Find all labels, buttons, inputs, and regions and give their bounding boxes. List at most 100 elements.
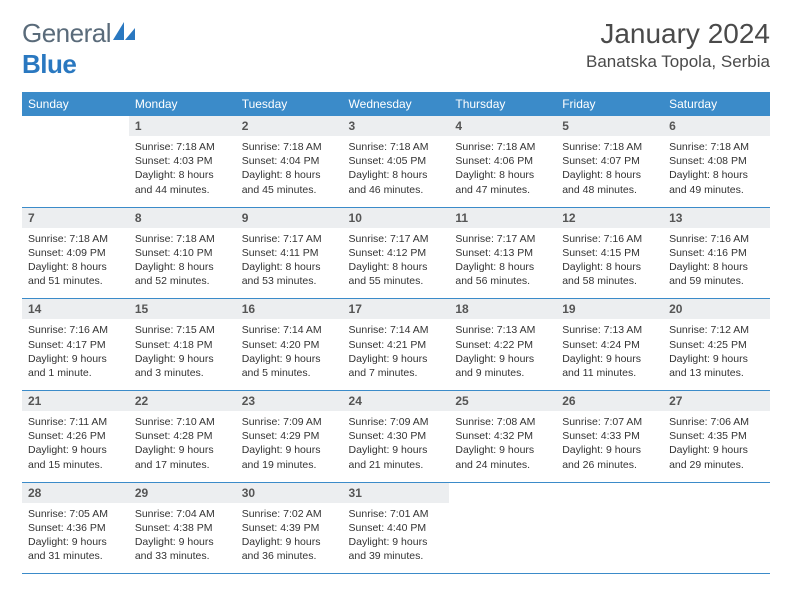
day-cell: 17Sunrise: 7:14 AMSunset: 4:21 PMDayligh… bbox=[343, 299, 450, 391]
day-header-row: Sunday Monday Tuesday Wednesday Thursday… bbox=[22, 92, 770, 116]
day-number: 29 bbox=[129, 483, 236, 503]
day-details: Sunrise: 7:13 AMSunset: 4:22 PMDaylight:… bbox=[449, 319, 556, 390]
day-cell bbox=[556, 482, 663, 574]
title-block: January 2024 Banatska Topola, Serbia bbox=[586, 18, 770, 72]
day-number: 4 bbox=[449, 116, 556, 136]
week-row: 14Sunrise: 7:16 AMSunset: 4:17 PMDayligh… bbox=[22, 299, 770, 391]
day-details: Sunrise: 7:12 AMSunset: 4:25 PMDaylight:… bbox=[663, 319, 770, 390]
sail-icon bbox=[111, 20, 137, 42]
day-cell: 20Sunrise: 7:12 AMSunset: 4:25 PMDayligh… bbox=[663, 299, 770, 391]
day-cell: 14Sunrise: 7:16 AMSunset: 4:17 PMDayligh… bbox=[22, 299, 129, 391]
day-cell: 13Sunrise: 7:16 AMSunset: 4:16 PMDayligh… bbox=[663, 207, 770, 299]
day-details: Sunrise: 7:18 AMSunset: 4:06 PMDaylight:… bbox=[449, 136, 556, 207]
week-row: 7Sunrise: 7:18 AMSunset: 4:09 PMDaylight… bbox=[22, 207, 770, 299]
day-cell: 28Sunrise: 7:05 AMSunset: 4:36 PMDayligh… bbox=[22, 482, 129, 574]
dow-tue: Tuesday bbox=[236, 92, 343, 116]
day-details: Sunrise: 7:14 AMSunset: 4:20 PMDaylight:… bbox=[236, 319, 343, 390]
day-details: Sunrise: 7:18 AMSunset: 4:04 PMDaylight:… bbox=[236, 136, 343, 207]
day-details: Sunrise: 7:02 AMSunset: 4:39 PMDaylight:… bbox=[236, 503, 343, 574]
day-number: 23 bbox=[236, 391, 343, 411]
calendar-table: Sunday Monday Tuesday Wednesday Thursday… bbox=[22, 92, 770, 574]
day-cell: 24Sunrise: 7:09 AMSunset: 4:30 PMDayligh… bbox=[343, 391, 450, 483]
day-details: Sunrise: 7:09 AMSunset: 4:29 PMDaylight:… bbox=[236, 411, 343, 482]
day-details: Sunrise: 7:18 AMSunset: 4:05 PMDaylight:… bbox=[343, 136, 450, 207]
day-number: 10 bbox=[343, 208, 450, 228]
day-number: 18 bbox=[449, 299, 556, 319]
day-details: Sunrise: 7:18 AMSunset: 4:10 PMDaylight:… bbox=[129, 228, 236, 299]
day-number: 6 bbox=[663, 116, 770, 136]
day-details: Sunrise: 7:09 AMSunset: 4:30 PMDaylight:… bbox=[343, 411, 450, 482]
day-cell: 3Sunrise: 7:18 AMSunset: 4:05 PMDaylight… bbox=[343, 116, 450, 207]
day-number: 9 bbox=[236, 208, 343, 228]
month-title: January 2024 bbox=[586, 18, 770, 50]
day-cell bbox=[22, 116, 129, 207]
day-cell: 21Sunrise: 7:11 AMSunset: 4:26 PMDayligh… bbox=[22, 391, 129, 483]
day-number: 7 bbox=[22, 208, 129, 228]
brand-logo: GeneralBlue bbox=[22, 18, 137, 80]
day-cell: 4Sunrise: 7:18 AMSunset: 4:06 PMDaylight… bbox=[449, 116, 556, 207]
day-cell: 16Sunrise: 7:14 AMSunset: 4:20 PMDayligh… bbox=[236, 299, 343, 391]
day-number: 24 bbox=[343, 391, 450, 411]
day-number: 25 bbox=[449, 391, 556, 411]
day-cell: 25Sunrise: 7:08 AMSunset: 4:32 PMDayligh… bbox=[449, 391, 556, 483]
day-number: 21 bbox=[22, 391, 129, 411]
day-cell: 11Sunrise: 7:17 AMSunset: 4:13 PMDayligh… bbox=[449, 207, 556, 299]
day-cell: 31Sunrise: 7:01 AMSunset: 4:40 PMDayligh… bbox=[343, 482, 450, 574]
day-number: 27 bbox=[663, 391, 770, 411]
day-number: 12 bbox=[556, 208, 663, 228]
day-cell: 18Sunrise: 7:13 AMSunset: 4:22 PMDayligh… bbox=[449, 299, 556, 391]
day-number: 19 bbox=[556, 299, 663, 319]
day-number: 11 bbox=[449, 208, 556, 228]
day-number: 17 bbox=[343, 299, 450, 319]
day-cell: 8Sunrise: 7:18 AMSunset: 4:10 PMDaylight… bbox=[129, 207, 236, 299]
day-number: 28 bbox=[22, 483, 129, 503]
day-details: Sunrise: 7:04 AMSunset: 4:38 PMDaylight:… bbox=[129, 503, 236, 574]
day-details: Sunrise: 7:17 AMSunset: 4:12 PMDaylight:… bbox=[343, 228, 450, 299]
day-details: Sunrise: 7:10 AMSunset: 4:28 PMDaylight:… bbox=[129, 411, 236, 482]
dow-thu: Thursday bbox=[449, 92, 556, 116]
day-number: 20 bbox=[663, 299, 770, 319]
week-row: 21Sunrise: 7:11 AMSunset: 4:26 PMDayligh… bbox=[22, 391, 770, 483]
day-details: Sunrise: 7:14 AMSunset: 4:21 PMDaylight:… bbox=[343, 319, 450, 390]
day-cell: 7Sunrise: 7:18 AMSunset: 4:09 PMDaylight… bbox=[22, 207, 129, 299]
location: Banatska Topola, Serbia bbox=[586, 52, 770, 72]
day-number: 26 bbox=[556, 391, 663, 411]
header: GeneralBlue January 2024 Banatska Topola… bbox=[22, 18, 770, 80]
day-number: 13 bbox=[663, 208, 770, 228]
day-details: Sunrise: 7:17 AMSunset: 4:13 PMDaylight:… bbox=[449, 228, 556, 299]
day-number: 1 bbox=[129, 116, 236, 136]
day-details: Sunrise: 7:08 AMSunset: 4:32 PMDaylight:… bbox=[449, 411, 556, 482]
day-details: Sunrise: 7:18 AMSunset: 4:03 PMDaylight:… bbox=[129, 136, 236, 207]
dow-sat: Saturday bbox=[663, 92, 770, 116]
day-number: 31 bbox=[343, 483, 450, 503]
day-details: Sunrise: 7:07 AMSunset: 4:33 PMDaylight:… bbox=[556, 411, 663, 482]
day-details: Sunrise: 7:05 AMSunset: 4:36 PMDaylight:… bbox=[22, 503, 129, 574]
week-row: 28Sunrise: 7:05 AMSunset: 4:36 PMDayligh… bbox=[22, 482, 770, 574]
week-row: 1Sunrise: 7:18 AMSunset: 4:03 PMDaylight… bbox=[22, 116, 770, 207]
day-cell: 6Sunrise: 7:18 AMSunset: 4:08 PMDaylight… bbox=[663, 116, 770, 207]
day-number: 15 bbox=[129, 299, 236, 319]
day-cell: 5Sunrise: 7:18 AMSunset: 4:07 PMDaylight… bbox=[556, 116, 663, 207]
day-details: Sunrise: 7:01 AMSunset: 4:40 PMDaylight:… bbox=[343, 503, 450, 574]
dow-fri: Friday bbox=[556, 92, 663, 116]
day-details: Sunrise: 7:11 AMSunset: 4:26 PMDaylight:… bbox=[22, 411, 129, 482]
day-number: 16 bbox=[236, 299, 343, 319]
day-details: Sunrise: 7:18 AMSunset: 4:09 PMDaylight:… bbox=[22, 228, 129, 299]
day-cell: 23Sunrise: 7:09 AMSunset: 4:29 PMDayligh… bbox=[236, 391, 343, 483]
dow-mon: Monday bbox=[129, 92, 236, 116]
day-cell: 29Sunrise: 7:04 AMSunset: 4:38 PMDayligh… bbox=[129, 482, 236, 574]
dow-wed: Wednesday bbox=[343, 92, 450, 116]
day-details: Sunrise: 7:06 AMSunset: 4:35 PMDaylight:… bbox=[663, 411, 770, 482]
day-details: Sunrise: 7:16 AMSunset: 4:15 PMDaylight:… bbox=[556, 228, 663, 299]
day-number: 22 bbox=[129, 391, 236, 411]
day-details: Sunrise: 7:18 AMSunset: 4:07 PMDaylight:… bbox=[556, 136, 663, 207]
day-cell: 12Sunrise: 7:16 AMSunset: 4:15 PMDayligh… bbox=[556, 207, 663, 299]
day-cell: 30Sunrise: 7:02 AMSunset: 4:39 PMDayligh… bbox=[236, 482, 343, 574]
day-cell: 15Sunrise: 7:15 AMSunset: 4:18 PMDayligh… bbox=[129, 299, 236, 391]
day-details: Sunrise: 7:15 AMSunset: 4:18 PMDaylight:… bbox=[129, 319, 236, 390]
day-cell bbox=[449, 482, 556, 574]
day-cell: 22Sunrise: 7:10 AMSunset: 4:28 PMDayligh… bbox=[129, 391, 236, 483]
day-number: 8 bbox=[129, 208, 236, 228]
day-number: 2 bbox=[236, 116, 343, 136]
day-number: 3 bbox=[343, 116, 450, 136]
